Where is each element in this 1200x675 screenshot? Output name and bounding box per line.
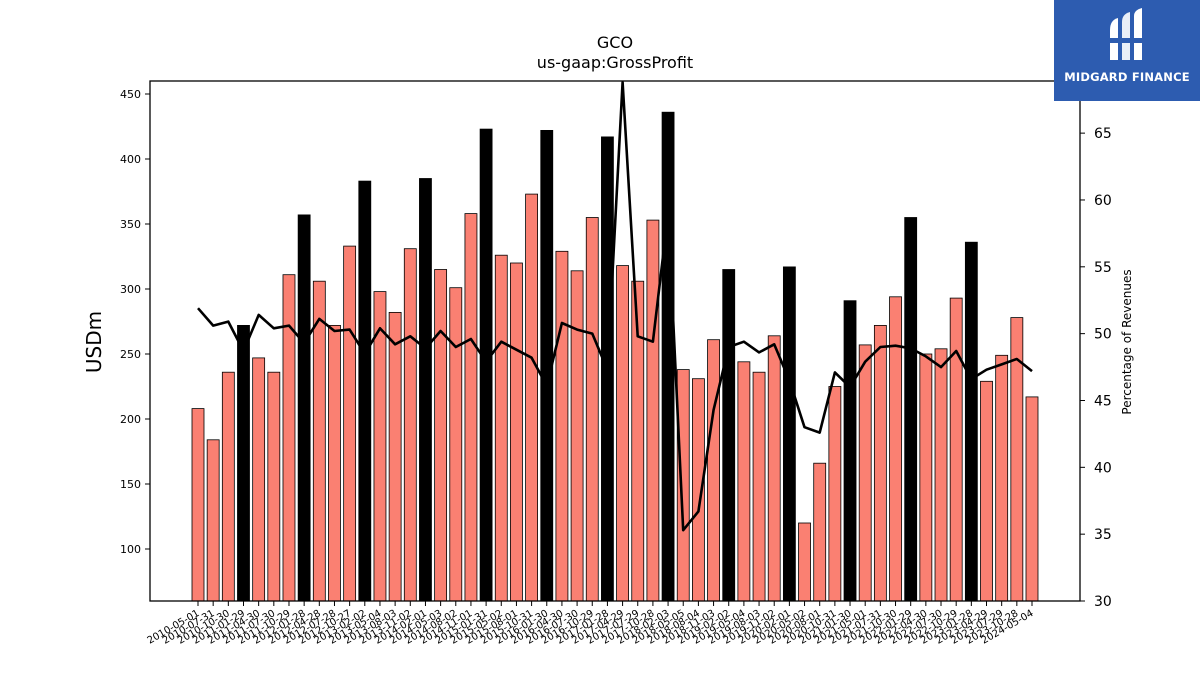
bar <box>737 361 751 602</box>
bar <box>722 269 736 602</box>
bar <box>858 344 872 602</box>
bar <box>873 324 887 602</box>
bar <box>464 213 478 602</box>
bar <box>813 462 827 602</box>
midgard-logo-icon <box>1108 8 1146 60</box>
bar <box>828 386 842 602</box>
bar <box>343 245 357 602</box>
bar <box>237 324 250 602</box>
bar <box>206 439 220 602</box>
y-tick-label: 200 <box>120 413 141 426</box>
bar <box>221 371 235 602</box>
bar <box>752 371 766 602</box>
chart-title: GCO <box>597 33 633 52</box>
bar <box>980 380 993 602</box>
bar <box>525 193 538 602</box>
bar-series <box>191 111 1039 602</box>
bar <box>767 335 781 602</box>
bar <box>358 180 372 602</box>
y-axis-ticks: 100 150 200 250 300 350 400 450 <box>120 88 150 556</box>
y2-tick-label: 35 <box>1094 527 1112 543</box>
bar <box>585 217 599 602</box>
bar <box>434 269 448 602</box>
y-tick-label: 150 <box>120 478 141 491</box>
y-tick-label: 400 <box>120 153 141 166</box>
y-tick-label: 300 <box>120 283 141 296</box>
bar <box>267 371 281 602</box>
bar <box>995 354 1009 602</box>
bar <box>479 128 493 602</box>
bar <box>555 250 569 602</box>
logo-text: MIDGARD FINANCE <box>1064 70 1190 84</box>
bar <box>949 297 963 602</box>
x-axis-ticks: 2010-05-012010-07-312010-10-302011-01-29… <box>146 601 1036 647</box>
bar <box>646 219 660 602</box>
bar <box>252 357 266 602</box>
bar <box>1025 396 1039 602</box>
bar <box>676 369 690 602</box>
y-axis-label: USDm <box>82 311 106 373</box>
bar <box>494 254 508 602</box>
y2-tick-label: 50 <box>1094 327 1112 343</box>
bar <box>843 300 857 602</box>
bar <box>964 241 978 602</box>
bar <box>707 339 720 602</box>
bar <box>798 522 811 602</box>
bar <box>919 353 933 602</box>
plot-frame <box>149 80 1081 602</box>
y-tick-label: 100 <box>120 543 141 556</box>
bar <box>373 291 387 602</box>
y2-tick-label: 45 <box>1094 393 1112 409</box>
y2-tick-label: 30 <box>1094 594 1112 610</box>
y2-tick-label: 40 <box>1094 460 1112 476</box>
bar <box>388 311 402 602</box>
bar <box>616 265 629 602</box>
bar <box>889 296 902 602</box>
bar <box>934 348 948 602</box>
y2-tick-label: 65 <box>1094 126 1112 142</box>
bar <box>782 266 796 602</box>
chart-subtitle: us-gaap:GrossProfit <box>537 53 693 72</box>
bar <box>282 274 296 602</box>
bar <box>297 214 311 602</box>
bar <box>328 324 341 602</box>
bar <box>570 270 584 602</box>
y2-axis-label: Percentage of Revenues <box>1120 269 1134 414</box>
bar <box>312 280 326 602</box>
bar <box>191 408 205 602</box>
y-tick-label: 450 <box>120 88 141 101</box>
bar <box>419 178 432 602</box>
bar <box>449 287 463 602</box>
bar <box>904 217 918 602</box>
y-tick-label: 350 <box>120 218 141 231</box>
brand-logo: MIDGARD FINANCE <box>1054 0 1200 101</box>
percentage-line <box>197 81 1033 532</box>
y2-axis-ticks: 30 35 40 45 50 55 60 65 <box>1080 126 1112 610</box>
bar <box>661 111 675 602</box>
bar <box>403 248 417 602</box>
y2-tick-label: 60 <box>1094 193 1112 209</box>
y-tick-label: 250 <box>120 348 141 361</box>
bar <box>510 262 523 602</box>
y2-tick-label: 55 <box>1094 260 1112 276</box>
